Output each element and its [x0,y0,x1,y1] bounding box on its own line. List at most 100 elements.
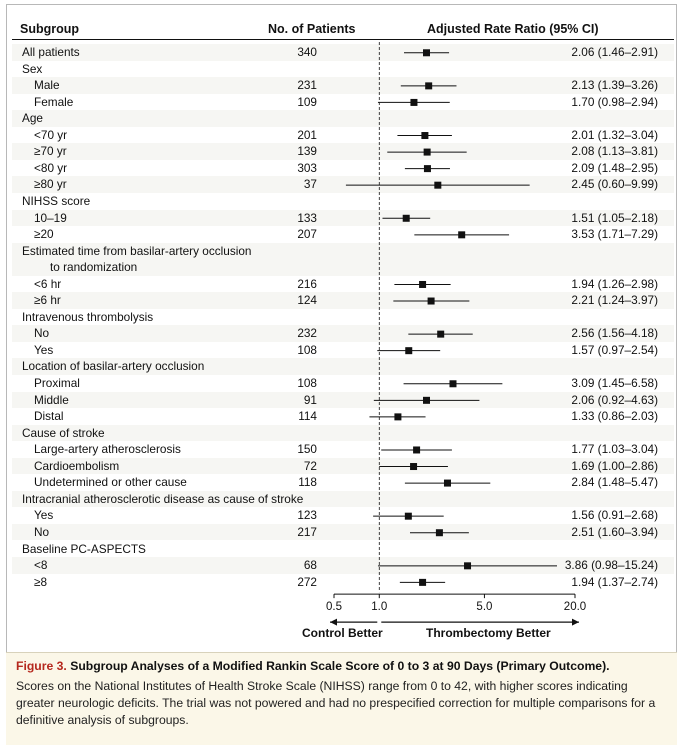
row-patient-count: 232 [297,326,317,341]
row-label: <8 [34,558,48,573]
row-stripe [12,110,674,127]
row-patient-count: 118 [298,475,317,490]
row-stripe [12,523,674,541]
header-ratio: Adjusted Rate Ratio (95% CI) [427,22,599,36]
row-rate-ratio: 2.84 (1.48–5.47) [571,475,658,490]
point-estimate [410,98,418,106]
row-stripe [12,358,674,375]
point-estimate [464,562,472,570]
row-rate-ratio: 1.70 (0.98–2.94) [571,94,658,109]
arrow-right-head [572,618,579,626]
point-estimate [435,529,443,537]
figure-number: Figure 3. [16,659,67,673]
row-label: ≥70 yr [34,144,67,159]
row-stripe [12,557,674,574]
x-tick-label: 0.5 [326,601,342,613]
row-label: Cause of stroke [22,425,105,440]
row-label: ≥80 yr [34,177,67,192]
row-rate-ratio: 2.09 (1.48–2.95) [571,160,658,175]
caption-title-line: Figure 3. Subgroup Analyses of a Modifie… [16,659,667,673]
row-label: Middle [34,392,69,407]
row-patient-count: 108 [297,342,317,357]
point-estimate [437,330,445,338]
x-tick-label: 1.0 [371,601,387,613]
row-label-continuation: to randomization [50,260,138,275]
row-patient-count: 340 [297,45,317,59]
row-label: Age [22,111,43,126]
row-label: ≥8 [34,574,48,589]
row-rate-ratio: 2.45 (0.60–9.99) [571,177,658,192]
row-patient-count: 217 [297,524,317,539]
row-rate-ratio: 2.51 (1.60–3.94) [571,524,658,539]
point-estimate [449,380,457,388]
row-patient-count: 37 [303,177,317,192]
row-label: No [34,326,50,341]
row-label: Proximal [34,376,80,390]
row-rate-ratio: 1.77 (1.03–3.04) [571,442,658,457]
point-estimate [422,396,430,404]
row-rate-ratio: 1.94 (1.26–2.98) [571,276,658,291]
row-patient-count: 133 [297,210,317,225]
row-patient-count: 231 [297,78,317,93]
point-estimate [421,132,429,140]
row-patient-count: 272 [297,574,317,589]
row-stripe [12,490,674,508]
row-label: Yes [34,508,54,523]
point-estimate [427,297,435,305]
right-direction-label: Thrombectomy Better [426,626,551,640]
row-stripe [12,292,674,309]
row-label: No [34,524,50,539]
row-patient-count: 124 [297,293,317,308]
row-label: Male [34,78,60,93]
row-stripe [12,77,674,94]
point-estimate [413,446,421,454]
row-patient-count: 139 [297,144,317,159]
row-patient-count: 114 [298,409,317,424]
row-stripe [12,176,674,193]
point-estimate [423,148,431,156]
row-patient-count: 109 [297,94,317,109]
forest-plot-svg: 0.5 1.0 5.0 20.0 [326,42,586,626]
row-label: ≥6 hr [34,293,61,308]
row-label: Intravenous thrombolysis [22,309,154,324]
header-subgroup: Subgroup [20,22,80,36]
row-rate-ratio: 1.69 (1.00–2.86) [571,458,658,473]
caption-text: Scores on the National Institutes of Hea… [16,679,656,727]
row-label: Sex [22,61,43,76]
point-estimate [404,512,412,520]
point-estimate [422,49,430,57]
row-label: Baseline PC-ASPECTS [22,541,146,556]
row-rate-ratio: 2.13 (1.39–3.26) [571,78,658,93]
row-patient-count: 216 [297,276,317,291]
row-rate-ratio: 2.08 (1.13–3.81) [571,144,658,159]
row-rate-ratio: 3.53 (1.71–7.29) [571,227,658,242]
row-patient-count: 108 [297,376,317,390]
point-estimate [402,214,410,222]
point-estimate [458,231,466,239]
row-rate-ratio: 1.57 (0.97–2.54) [571,342,658,357]
row-rate-ratio: 2.06 (0.92–4.63) [571,392,658,407]
row-stripe [12,143,674,160]
left-direction-label: Control Better [302,626,383,640]
row-rate-ratio: 2.56 (1.56–4.18) [571,326,658,341]
row-rate-ratio: 1.51 (1.05–2.18) [571,210,658,225]
row-label: Female [34,94,74,109]
row-patient-count: 303 [297,160,317,175]
row-label: <70 yr [34,127,68,142]
row-rate-ratio: 2.21 (1.24–3.97) [571,293,658,308]
row-label: Intracranial atherosclerotic disease as … [22,491,304,506]
row-label: ≥20 [34,227,54,242]
row-patient-count: 68 [303,558,317,573]
row-stripe [12,457,674,475]
row-patient-count: 91 [303,392,317,407]
point-estimate [410,463,418,471]
row-rate-ratio: 2.01 (1.32–3.04) [571,127,658,142]
row-patient-count: 201 [297,127,317,142]
header-rule [12,39,674,40]
row-label: Cardioembolism [34,458,120,473]
header-patients: No. of Patients [268,22,356,36]
row-patient-count: 72 [303,458,317,473]
row-label: <80 yr [34,160,68,175]
row-label: 10–19 [34,210,67,225]
point-estimate [443,479,451,487]
